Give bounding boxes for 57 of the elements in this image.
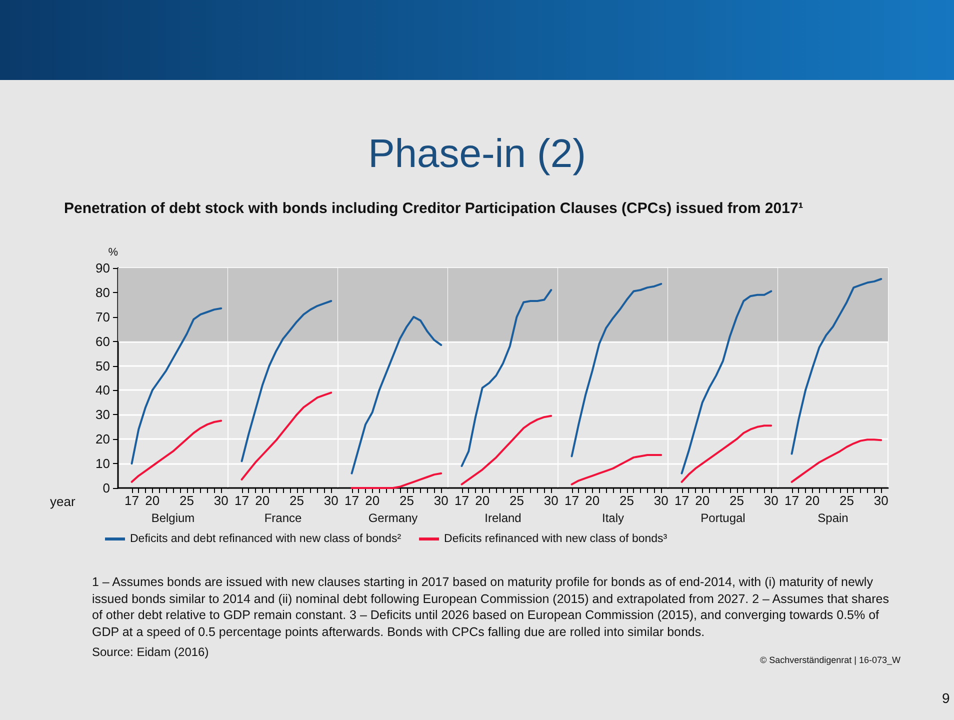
y-tick-label: 60 [96, 334, 110, 349]
x-tick-label: 20 [805, 493, 820, 508]
x-tick-label: 30 [324, 493, 338, 508]
x-axis-title: Belgium [151, 511, 195, 525]
line-series [130, 420, 222, 483]
x-axis-title: France [264, 511, 302, 525]
x-tick-label: 30 [214, 493, 228, 508]
x-tick-label: 20 [585, 493, 600, 508]
x-tick-label: 20 [695, 493, 710, 508]
x-tick-label: 25 [730, 493, 744, 508]
y-tick-label: 40 [96, 382, 110, 398]
chart-title: Phase-in (2) [367, 132, 587, 177]
x-tick-label: 20 [255, 493, 270, 508]
y-tick-label: 10 [96, 456, 110, 472]
x-axis-title: Germany [368, 511, 418, 525]
x-tick-label: 30 [764, 493, 778, 508]
y-tick-label: 30 [96, 407, 110, 422]
text: year [50, 494, 76, 509]
text: 1 – Assumes bonds are issued with new clauses starting in 2017 based on maturity profile for bonds as of end-2014, with (i) maturity of newly issued bonds similar to 2014 and (ii) nominal debt following European Commission (2015) and extrapolated from 2027. 2 – Assumes that shares of other debt relative to GDP remain constant. 3 – Deficits until 2026 based on European Commission (2015), and converging towards 0.5% of GDP at a speed of 0.5 percentage points afterwards. Bonds with CPCs falling due are rolled into similar bonds. [92, 574, 890, 640]
x-tick-label: 17 [784, 493, 799, 508]
x-tick-label: 25 [290, 493, 304, 508]
x-tick-label: 30 [434, 493, 448, 508]
text: 9 [942, 690, 950, 706]
x-tick-label: 20 [145, 493, 160, 508]
line-series [130, 307, 222, 465]
y-tick-label: 20 [96, 432, 110, 447]
text: © Sachverständigenrat | 16-073_W [760, 655, 901, 665]
x-tick-label: 17 [674, 493, 689, 508]
x-tick-label: 17 [124, 493, 139, 508]
y-tick-label: 80 [96, 284, 110, 300]
x-tick-label: 25 [620, 493, 634, 508]
legend-label: Deficits and debt refinanced with new class of bonds² [130, 533, 402, 545]
x-axis-title: Ireland [484, 511, 522, 525]
x-axis-title: Portugal [700, 511, 746, 525]
x-tick-label: 30 [874, 493, 888, 508]
x-tick-label: 20 [475, 493, 490, 508]
x-tick-label: 25 [840, 493, 854, 508]
y-tick-label: 50 [96, 358, 110, 374]
x-tick-label: 25 [400, 493, 414, 508]
legend-label: Deficits refinanced with new class of bonds³ [444, 533, 668, 545]
x-tick-label: 17 [344, 493, 359, 508]
x-tick-label: 25 [510, 493, 524, 508]
x-axis-title: Spain [818, 511, 848, 525]
text: Penetration of debt stock with bonds including Creditor Participation Clauses (CPCs) issued from 2017¹ [64, 200, 804, 217]
source-note: Source: Eidam (2016) [92, 645, 209, 659]
x-tick-label: 17 [564, 493, 579, 508]
y-tick-label: 90 [96, 260, 110, 276]
x-tick-label: 20 [365, 493, 380, 508]
y-axis-title: % [108, 246, 118, 258]
x-tick-label: 17 [234, 493, 249, 508]
x-tick-label: 30 [544, 493, 558, 508]
y-tick-label: 70 [96, 309, 110, 324]
x-axis-title: Italy [602, 511, 624, 525]
y-tick-label: 0 [102, 480, 110, 496]
x-tick-label: 25 [180, 493, 194, 508]
x-tick-label: 30 [654, 493, 668, 508]
x-tick-label: 17 [454, 493, 469, 508]
